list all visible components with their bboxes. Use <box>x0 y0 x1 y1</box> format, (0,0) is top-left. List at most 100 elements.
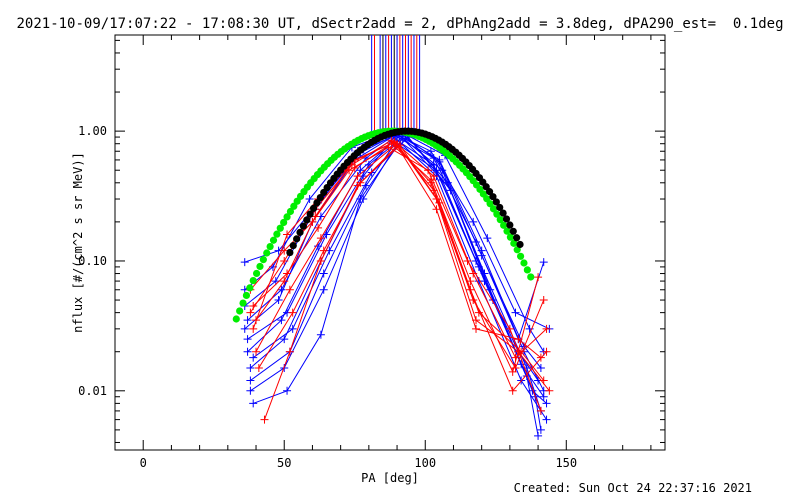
model-point <box>269 236 278 244</box>
y-axis-label: nflux [#/(cm^2 s sr MeV)] <box>71 152 85 333</box>
data-point <box>350 164 359 173</box>
x-tick-label: 150 <box>555 456 577 470</box>
model-point <box>283 213 291 221</box>
data-point <box>252 316 261 325</box>
series-line <box>250 139 539 381</box>
data-point <box>511 308 520 317</box>
data-point <box>474 308 483 317</box>
model-point <box>290 202 298 210</box>
data-point <box>283 386 292 395</box>
model-point <box>316 193 324 202</box>
data-point <box>472 237 481 246</box>
data-point <box>356 166 365 175</box>
data-point <box>508 367 517 376</box>
data-point <box>305 195 314 204</box>
data-point <box>545 386 554 395</box>
x-axis-label: PA [deg] <box>361 471 419 485</box>
x-tick-label: 0 <box>140 456 147 470</box>
data-point <box>280 256 289 265</box>
model-point <box>523 266 531 274</box>
data-point <box>539 376 548 385</box>
model-point <box>513 246 521 254</box>
data-point <box>249 353 258 362</box>
data-point <box>249 399 258 408</box>
data-point <box>249 324 258 333</box>
model-point <box>493 210 501 218</box>
data-point <box>240 258 249 267</box>
data-point <box>469 269 478 278</box>
series-line <box>252 140 547 359</box>
model-point <box>513 234 521 242</box>
model-point <box>246 284 254 292</box>
data-point <box>432 166 441 175</box>
chart-title: 2021-10-09/17:07:22 - 17:08:30 UT, dSect… <box>16 16 784 32</box>
data-point <box>316 234 325 243</box>
data-point <box>536 353 545 362</box>
model-point <box>286 207 295 216</box>
model-point <box>266 242 274 251</box>
y-tick-label: 0.10 <box>78 254 107 268</box>
data-point <box>288 324 297 333</box>
data-point <box>472 324 481 333</box>
model-point <box>252 269 261 278</box>
model-point <box>273 230 281 238</box>
data-point <box>246 308 255 317</box>
data-point <box>274 296 283 305</box>
model-point <box>299 222 308 230</box>
model-point <box>516 252 525 260</box>
series-line <box>252 136 542 430</box>
model-point <box>249 276 257 285</box>
data-point <box>319 246 328 255</box>
x-tick-label: 50 <box>277 456 291 470</box>
data-point <box>283 230 292 239</box>
data-point <box>536 406 545 415</box>
model-point <box>232 315 240 323</box>
data-point <box>356 195 365 204</box>
data-point <box>398 134 407 143</box>
plot-frame <box>114 34 666 451</box>
series-line <box>255 142 550 392</box>
data-point <box>260 415 269 424</box>
data-point <box>542 399 551 408</box>
data-point <box>243 347 252 356</box>
created-timestamp: Created: Sun Oct 24 22:37:16 2021 <box>513 481 752 495</box>
data-point <box>280 277 289 286</box>
data-point <box>243 335 252 344</box>
data-point <box>353 181 362 190</box>
data-point <box>353 172 362 181</box>
data-point <box>319 269 328 278</box>
data-point <box>277 316 286 325</box>
data-point <box>277 285 286 294</box>
x-tick-label: 100 <box>414 456 436 470</box>
model-point <box>242 291 251 300</box>
data-point <box>426 176 435 185</box>
model-point <box>516 240 524 249</box>
model-point <box>256 262 264 271</box>
model-point <box>506 221 514 229</box>
data-point <box>469 217 478 226</box>
data-point <box>387 139 396 148</box>
data-point <box>316 256 325 265</box>
data-point <box>534 431 543 440</box>
model-point <box>502 215 511 223</box>
model-point <box>296 228 304 236</box>
data-point <box>534 273 543 282</box>
y-tick-label: 1.00 <box>78 124 107 138</box>
model-point <box>500 221 508 229</box>
y-tick-label: 0.01 <box>78 384 107 398</box>
data-point <box>542 347 551 356</box>
data-point <box>536 425 545 434</box>
data-point <box>254 363 263 372</box>
model-point <box>259 256 267 264</box>
model-point <box>293 235 301 243</box>
model-point <box>496 203 504 212</box>
model-point <box>503 227 511 235</box>
data-point <box>542 415 551 424</box>
data-point <box>536 363 545 372</box>
data-point <box>432 205 441 214</box>
model-point <box>520 259 528 267</box>
data-point <box>483 234 492 243</box>
model-point <box>309 204 318 212</box>
data-point <box>463 256 472 265</box>
